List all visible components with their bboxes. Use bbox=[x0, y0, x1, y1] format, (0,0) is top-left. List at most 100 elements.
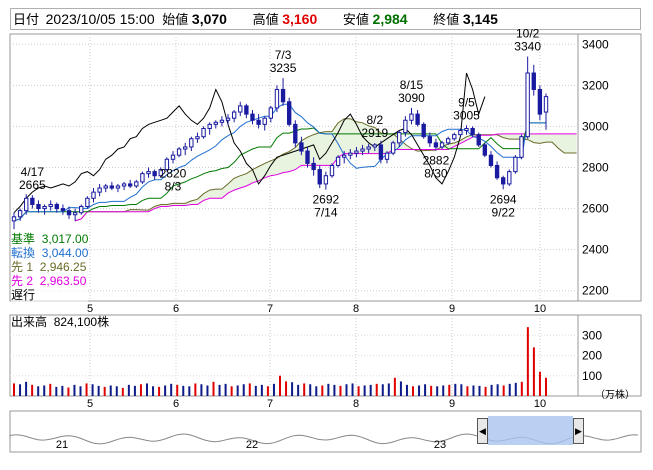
volume-bar bbox=[508, 383, 511, 396]
close-label: 終値 bbox=[433, 12, 460, 27]
candle bbox=[256, 114, 261, 129]
volume-bar bbox=[393, 377, 396, 396]
price-y-tick-label: 2400 bbox=[582, 243, 609, 257]
candle-body bbox=[225, 117, 231, 121]
volume-bar bbox=[436, 386, 439, 396]
candle bbox=[30, 195, 35, 209]
date-value: 2023/10/05 15:00 bbox=[45, 11, 155, 27]
candle bbox=[280, 78, 286, 106]
candle bbox=[354, 146, 359, 158]
volume-bar bbox=[303, 383, 306, 396]
candle-body bbox=[274, 88, 280, 109]
annotation-price: 2919 bbox=[361, 126, 388, 140]
candle-body bbox=[427, 136, 432, 144]
volume-bar bbox=[369, 384, 372, 396]
volume-bar bbox=[206, 385, 209, 396]
annotation-date: 7/3 bbox=[275, 48, 292, 62]
candle-body bbox=[66, 210, 72, 216]
volume-bar bbox=[412, 386, 414, 396]
candle-body bbox=[464, 127, 469, 132]
candle bbox=[409, 107, 414, 125]
candle-body bbox=[54, 203, 59, 210]
annotation-date: 9/22 bbox=[492, 205, 516, 219]
candle-body bbox=[189, 138, 194, 148]
price-y-tick-label: 3200 bbox=[582, 78, 609, 92]
open-label: 始値 bbox=[162, 12, 189, 27]
volume-bar bbox=[357, 386, 360, 396]
candle-body bbox=[421, 123, 426, 138]
candle bbox=[335, 155, 341, 168]
volume-bar bbox=[79, 386, 82, 396]
candle bbox=[176, 146, 182, 158]
price-axis-frame bbox=[577, 33, 642, 302]
candle-body bbox=[531, 72, 536, 90]
price-y-tick-label: 2800 bbox=[582, 161, 609, 175]
volume-bar bbox=[321, 385, 324, 396]
volume-bar bbox=[351, 383, 354, 396]
volume-y-tick-label: 100 bbox=[582, 369, 602, 383]
volume-bar bbox=[272, 383, 275, 396]
candle bbox=[219, 116, 225, 127]
indicator-legend: 基準 3,017.00 転換 3,044.00 先 1 2,946.25 先 2… bbox=[11, 232, 89, 302]
candle bbox=[140, 171, 145, 184]
candle-body bbox=[128, 183, 133, 187]
candle bbox=[115, 183, 121, 193]
annotation-price: 2820 bbox=[160, 166, 187, 180]
candle-body bbox=[164, 158, 170, 171]
candle-body bbox=[433, 142, 439, 148]
volume-bar bbox=[103, 386, 106, 396]
candle-body bbox=[293, 123, 298, 144]
volume-bar bbox=[61, 385, 64, 396]
candle-body bbox=[494, 164, 500, 179]
volume-bar bbox=[224, 383, 227, 396]
candle bbox=[195, 132, 200, 143]
annotation-date: 7/14 bbox=[314, 206, 338, 220]
volume-bar bbox=[514, 382, 517, 396]
candle bbox=[17, 208, 23, 221]
annotation-date: 10/2 bbox=[516, 27, 540, 41]
navigator-right-handle[interactable]: ▶ bbox=[573, 418, 584, 444]
candle-body bbox=[85, 197, 90, 208]
candle-body bbox=[30, 197, 35, 205]
volume-bar bbox=[532, 347, 535, 396]
candle-body bbox=[323, 175, 329, 185]
candle-body bbox=[213, 121, 218, 125]
navigator-left-handle[interactable]: ◀ bbox=[477, 418, 488, 444]
volume-bar bbox=[31, 384, 34, 396]
candle bbox=[384, 151, 390, 164]
candle bbox=[311, 157, 316, 176]
candle bbox=[152, 169, 157, 180]
volume-bar bbox=[490, 384, 493, 396]
volume-bar bbox=[43, 385, 46, 396]
candle-body bbox=[42, 206, 47, 210]
candle bbox=[244, 103, 249, 119]
candle bbox=[238, 101, 243, 117]
candle-body bbox=[537, 88, 543, 115]
volume-label: 出来高 824,100株 bbox=[11, 315, 110, 329]
candle-body bbox=[348, 152, 353, 156]
volume-bar bbox=[152, 386, 155, 396]
candle bbox=[250, 109, 255, 125]
candle bbox=[372, 143, 377, 152]
ichimoku-cloud bbox=[75, 118, 577, 221]
candle bbox=[85, 196, 90, 209]
candle-body bbox=[256, 119, 261, 125]
volume-bar bbox=[121, 387, 124, 396]
volume-bar bbox=[478, 385, 481, 396]
volume-bar bbox=[266, 386, 269, 396]
navigator-selection bbox=[488, 416, 573, 445]
volume-bar bbox=[333, 384, 336, 396]
candle-body bbox=[280, 88, 286, 103]
navigator-tick-label: 22 bbox=[246, 439, 258, 451]
candle-body bbox=[231, 111, 237, 119]
candle-body bbox=[311, 162, 316, 171]
candle bbox=[42, 204, 47, 215]
candle-body bbox=[115, 185, 121, 189]
volume-bar bbox=[460, 384, 463, 396]
candle-body bbox=[445, 138, 451, 144]
volume-x-tick-label: 9 bbox=[449, 398, 455, 410]
date-label: 日付 bbox=[13, 12, 40, 27]
candle bbox=[433, 138, 439, 151]
price-x-tick-label: 8 bbox=[353, 303, 359, 315]
candle bbox=[189, 136, 194, 152]
